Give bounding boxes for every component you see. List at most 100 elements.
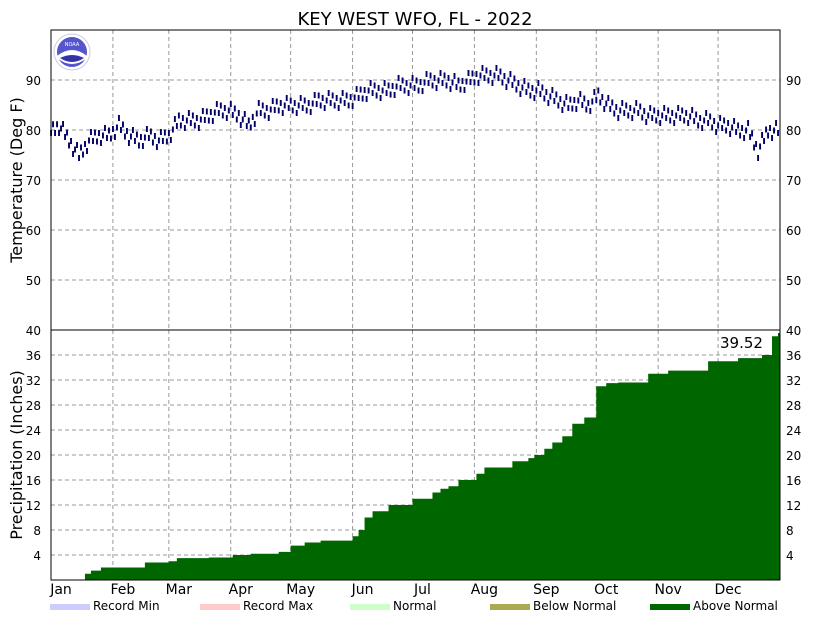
temp-day-bar xyxy=(383,80,386,86)
temp-day-bar xyxy=(469,79,472,85)
temp-day-bar xyxy=(633,107,636,114)
temp-ytick-left: 70 xyxy=(26,174,41,188)
temp-day-bar xyxy=(309,109,312,115)
temp-day-bar xyxy=(351,103,354,109)
temp-ytick-left: 90 xyxy=(26,74,41,88)
month-label: Sep xyxy=(533,582,560,598)
temp-day-bar xyxy=(273,107,276,113)
temp-day-bar xyxy=(173,116,176,122)
temp-day-bar xyxy=(185,117,188,124)
temp-day-bar xyxy=(759,143,762,150)
temp-day-bar xyxy=(359,86,362,93)
temp-day-bar xyxy=(429,72,432,79)
legend-label: Normal xyxy=(393,599,436,613)
temp-day-bar xyxy=(591,98,594,105)
temp-day-bar xyxy=(349,94,352,100)
temp-day-bar xyxy=(765,126,768,133)
temp-day-bar xyxy=(455,84,458,90)
temp-day-bar xyxy=(599,99,602,106)
temp-day-bar xyxy=(549,93,552,100)
temp-day-bar xyxy=(701,125,704,131)
temp-day-bar xyxy=(485,67,488,74)
temp-day-bar xyxy=(369,80,372,86)
temp-day-bar xyxy=(451,79,454,86)
precip-ytick-right: 4 xyxy=(786,549,794,563)
temp-day-bar xyxy=(761,132,764,138)
temp-day-bar xyxy=(489,70,492,76)
temp-day-bar xyxy=(355,86,358,92)
precip-ytick-left: 20 xyxy=(26,449,41,463)
temp-day-bar xyxy=(221,112,224,119)
temp-day-bar xyxy=(667,107,670,114)
temp-day-bar xyxy=(311,100,314,107)
temp-day-bar xyxy=(155,144,158,150)
temp-day-bar xyxy=(755,141,758,147)
temp-day-bar xyxy=(597,87,600,94)
temperature-grid xyxy=(51,30,780,330)
temp-day-bar xyxy=(393,92,396,98)
temp-day-bar xyxy=(503,73,506,79)
temp-day-bar xyxy=(507,77,510,84)
temp-day-bar xyxy=(691,107,694,113)
temp-day-bar xyxy=(167,130,170,136)
legend-swatch xyxy=(490,604,530,610)
temp-day-bar xyxy=(671,110,674,116)
temp-day-bar xyxy=(133,138,136,144)
temp-day-bar xyxy=(123,133,126,140)
temp-day-bar xyxy=(90,129,92,135)
temp-day-bar xyxy=(76,142,78,148)
temp-day-bar xyxy=(245,123,248,129)
temp-day-bar xyxy=(657,110,660,116)
temp-day-bar xyxy=(143,134,146,141)
temp-day-bar xyxy=(201,108,204,114)
temp-day-bar xyxy=(223,105,226,111)
temp-day-bar xyxy=(323,105,326,111)
temp-day-bar xyxy=(579,91,582,97)
temp-day-bar xyxy=(114,134,116,140)
temp-day-bar xyxy=(461,78,464,84)
temp-day-bar xyxy=(707,120,710,126)
temp-day-bar xyxy=(401,77,404,84)
legend-swatch xyxy=(50,604,90,610)
precip-ytick-left: 40 xyxy=(26,324,41,338)
temp-day-bar xyxy=(767,132,770,139)
temp-day-bar xyxy=(495,65,498,71)
temp-day-bar xyxy=(459,86,462,93)
temp-day-bar xyxy=(453,73,456,79)
temp-day-bar xyxy=(229,101,232,107)
temp-day-bar xyxy=(431,82,434,89)
temp-day-bar xyxy=(341,90,344,96)
temp-day-bar xyxy=(501,79,504,86)
temp-day-bar xyxy=(643,108,646,114)
temp-day-bar xyxy=(437,77,440,84)
temp-day-bar xyxy=(177,112,180,119)
precip-ytick-left: 8 xyxy=(33,524,41,538)
temp-day-bar xyxy=(465,78,468,85)
month-label: Aug xyxy=(471,582,498,598)
temp-day-bar xyxy=(551,87,554,93)
temp-day-bar xyxy=(305,107,308,114)
month-label: Oct xyxy=(594,582,619,598)
temp-day-bar xyxy=(519,91,522,97)
temp-day-bar xyxy=(80,144,82,151)
temp-day-bar xyxy=(499,68,502,75)
precip-frame xyxy=(50,329,781,581)
precip-ytick-left: 28 xyxy=(26,399,41,413)
temp-day-bar xyxy=(773,127,776,134)
temp-ytick-left: 80 xyxy=(26,124,41,138)
temp-day-bar xyxy=(183,125,186,131)
temp-day-bar xyxy=(447,75,450,81)
temp-day-bar xyxy=(565,94,568,100)
temp-day-bar xyxy=(233,105,236,112)
temp-day-bar xyxy=(567,105,570,111)
temp-day-bar xyxy=(293,100,296,106)
temp-day-bar xyxy=(249,124,252,131)
temp-day-bar xyxy=(537,80,540,86)
temp-day-bar xyxy=(463,87,466,93)
temp-day-bar xyxy=(625,102,628,109)
temp-day-bar xyxy=(171,126,174,133)
temp-day-bar xyxy=(439,70,442,76)
temp-day-bar xyxy=(601,94,604,100)
temp-day-bar xyxy=(693,118,696,124)
